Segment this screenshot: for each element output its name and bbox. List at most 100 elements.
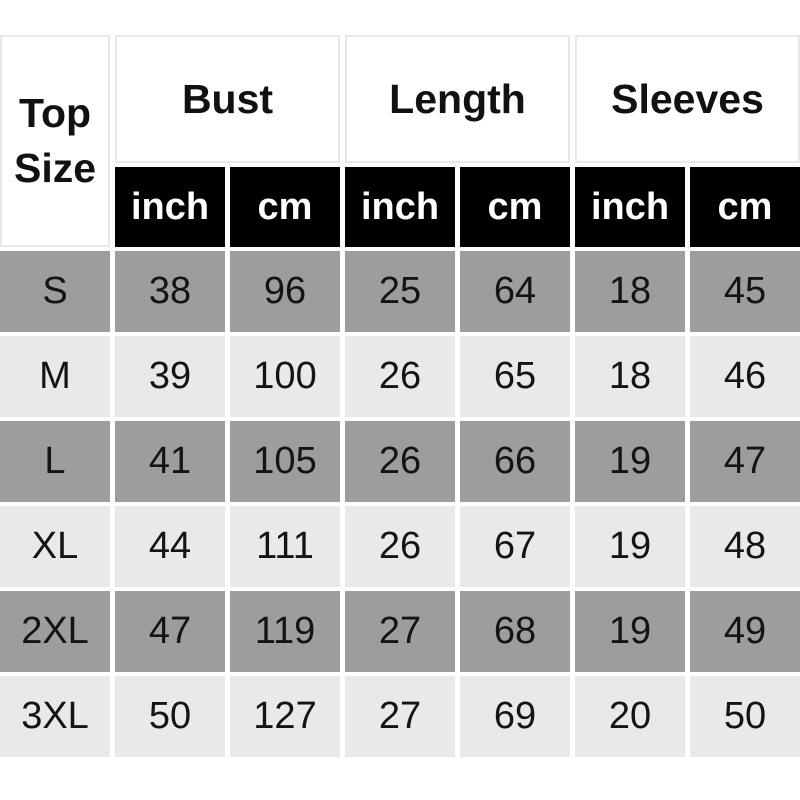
value-cell: 27: [345, 591, 455, 672]
value-cell: 39: [115, 336, 225, 417]
value: 46: [723, 355, 767, 397]
value-cell: 68: [460, 591, 570, 672]
group-header-length: Length: [345, 35, 570, 163]
value: 68: [493, 610, 537, 652]
value: 50: [148, 695, 192, 737]
size-chart-table: Top Size Bust Length Sleeves inch cm inc…: [0, 35, 800, 757]
value-cell: 18: [575, 336, 685, 417]
value: 39: [148, 355, 192, 397]
corner-header-label: Top Size: [13, 89, 97, 191]
group-header-sleeves-label: Sleeves: [611, 75, 764, 122]
unit-header-bust-cm: cm: [230, 167, 340, 247]
unit-header-length-inch: inch: [345, 167, 455, 247]
value: 45: [723, 270, 767, 312]
corner-header-cell: Top Size: [0, 35, 110, 247]
value: 27: [378, 695, 422, 737]
size-label: 2XL: [21, 610, 89, 652]
unit-label: inch: [590, 185, 670, 228]
value: 67: [493, 525, 537, 567]
group-header-length-label: Length: [389, 75, 526, 122]
value-cell: 111: [230, 506, 340, 587]
value-cell: 47: [690, 421, 800, 502]
value: 100: [253, 355, 317, 397]
value-cell: 69: [460, 676, 570, 757]
value: 47: [148, 610, 192, 652]
value-cell: 64: [460, 251, 570, 332]
value-cell: 25: [345, 251, 455, 332]
value: 111: [256, 525, 314, 567]
group-header-bust-label: Bust: [181, 75, 274, 122]
value-cell: 127: [230, 676, 340, 757]
value-cell: 26: [345, 336, 455, 417]
size-label-m: M: [0, 336, 110, 417]
unit-label: cm: [717, 185, 773, 228]
value-cell: 45: [690, 251, 800, 332]
value: 50: [723, 695, 767, 737]
value: 38: [148, 270, 192, 312]
value-cell: 50: [115, 676, 225, 757]
value-cell: 67: [460, 506, 570, 587]
value-cell: 26: [345, 506, 455, 587]
unit-header-length-cm: cm: [460, 167, 570, 247]
size-label: M: [39, 355, 71, 397]
unit-header-bust-inch: inch: [115, 167, 225, 247]
value-cell: 48: [690, 506, 800, 587]
group-header-bust: Bust: [115, 35, 340, 163]
value: 25: [378, 270, 422, 312]
value-cell: 66: [460, 421, 570, 502]
value: 66: [493, 440, 537, 482]
group-header-sleeves: Sleeves: [575, 35, 800, 163]
value-cell: 46: [690, 336, 800, 417]
value-cell: 41: [115, 421, 225, 502]
value-cell: 38: [115, 251, 225, 332]
value-cell: 27: [345, 676, 455, 757]
size-label-2xl: 2XL: [0, 591, 110, 672]
size-label-xl: XL: [0, 506, 110, 587]
value-cell: 65: [460, 336, 570, 417]
value-cell: 19: [575, 591, 685, 672]
size-label: S: [42, 270, 68, 312]
value-cell: 19: [575, 506, 685, 587]
value: 48: [723, 525, 767, 567]
value: 20: [608, 695, 652, 737]
value: 49: [723, 610, 767, 652]
value-cell: 96: [230, 251, 340, 332]
value: 105: [253, 440, 317, 482]
size-label: 3XL: [21, 695, 89, 737]
unit-label: inch: [360, 185, 440, 228]
value-cell: 44: [115, 506, 225, 587]
unit-header-sleeves-cm: cm: [690, 167, 800, 247]
value: 41: [148, 440, 192, 482]
value: 127: [253, 695, 317, 737]
value: 18: [608, 270, 652, 312]
size-label: L: [44, 440, 66, 482]
value: 19: [608, 610, 652, 652]
value-cell: 105: [230, 421, 340, 502]
value: 18: [608, 355, 652, 397]
value: 47: [723, 440, 767, 482]
value-cell: 26: [345, 421, 455, 502]
value: 119: [254, 610, 316, 652]
value: 44: [148, 525, 192, 567]
value: 26: [378, 355, 422, 397]
value-cell: 47: [115, 591, 225, 672]
value: 69: [493, 695, 537, 737]
size-label-l: L: [0, 421, 110, 502]
size-label-3xl: 3XL: [0, 676, 110, 757]
value-cell: 50: [690, 676, 800, 757]
value-cell: 20: [575, 676, 685, 757]
value: 19: [608, 525, 652, 567]
size-label-s: S: [0, 251, 110, 332]
value-cell: 119: [230, 591, 340, 672]
value: 65: [493, 355, 537, 397]
value-cell: 19: [575, 421, 685, 502]
value-cell: 49: [690, 591, 800, 672]
unit-label: cm: [257, 185, 313, 228]
unit-header-sleeves-inch: inch: [575, 167, 685, 247]
value-cell: 18: [575, 251, 685, 332]
value: 64: [493, 270, 537, 312]
value: 27: [378, 610, 422, 652]
size-label: XL: [31, 525, 79, 567]
value-cell: 100: [230, 336, 340, 417]
value: 26: [378, 440, 422, 482]
